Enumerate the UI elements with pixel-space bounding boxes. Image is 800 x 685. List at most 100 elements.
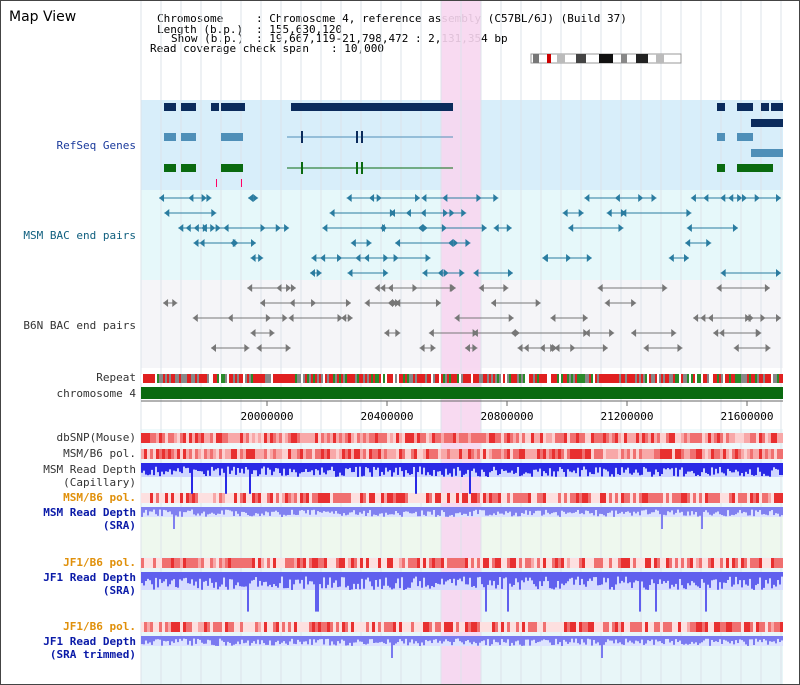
depth-bar — [177, 507, 179, 517]
heatmap-cell — [579, 493, 582, 503]
repeat-segment — [335, 374, 337, 383]
heatmap-cell — [768, 558, 771, 568]
depth-bar — [781, 636, 783, 641]
heatmap-cell — [270, 493, 273, 503]
repeat-segment — [173, 374, 175, 383]
depth-bar — [431, 572, 433, 587]
depth-bar — [691, 507, 693, 512]
heatmap-cell — [681, 449, 684, 459]
repeat-segment — [509, 374, 511, 383]
heatmap-cell — [195, 558, 198, 568]
depth-bar — [321, 572, 323, 589]
heatmap-cell — [264, 622, 267, 632]
depth-bar — [429, 507, 431, 512]
depth-bar — [211, 572, 213, 583]
repeat-segment — [381, 374, 383, 383]
heatmap-cell — [348, 449, 351, 459]
bac-end-right — [443, 209, 449, 217]
axis-tick-label: 20400000 — [361, 410, 414, 423]
heatmap-cell — [420, 558, 423, 568]
depth-bar — [171, 463, 173, 475]
depth-bar — [163, 572, 165, 582]
depth-bar — [313, 463, 315, 476]
bac-end-right — [662, 284, 668, 292]
bac-end-right — [671, 329, 677, 337]
track-label-msm-bac[interactable]: MSM BAC end pairs — [23, 229, 136, 242]
heatmap-cell — [168, 558, 171, 568]
heatmap-cell — [750, 493, 753, 503]
depth-bar — [301, 463, 303, 473]
depth-bar — [327, 463, 329, 471]
repeat-segment — [505, 374, 507, 383]
heatmap-cell — [675, 493, 678, 503]
heatmap-cell — [417, 493, 420, 503]
heatmap-cell — [627, 622, 630, 632]
depth-bar — [491, 463, 493, 472]
depth-bar — [281, 636, 283, 643]
heatmap-cell — [456, 449, 459, 459]
depth-bar — [155, 636, 157, 640]
track-label-refseq[interactable]: RefSeq Genes — [56, 139, 136, 152]
depth-bar — [417, 636, 419, 644]
depth-bar — [525, 636, 527, 640]
bac-end-right — [395, 299, 401, 307]
heatmap-cell — [285, 449, 288, 459]
depth-bar — [777, 463, 779, 470]
depth-bar — [407, 636, 409, 646]
repeat-segment — [211, 374, 213, 383]
heatmap-cell — [549, 622, 552, 632]
depth-bar — [571, 507, 573, 514]
depth-bar — [145, 636, 147, 641]
heatmap-cell — [318, 558, 321, 568]
heatmap-cell — [357, 493, 360, 503]
repeat-segment — [213, 374, 215, 383]
heatmap-cell — [657, 493, 660, 503]
bac-end-left — [289, 299, 295, 307]
depth-bar — [505, 507, 507, 512]
heatmap-cell — [489, 493, 492, 503]
depth-bar — [457, 572, 459, 580]
heatmap-cell — [147, 433, 150, 443]
repeat-segment — [421, 374, 423, 383]
depth-bar — [735, 572, 737, 577]
bac-end-left — [716, 284, 722, 292]
bac-end-right — [776, 314, 781, 322]
repeat-segment — [723, 374, 725, 383]
bac-end-left — [419, 344, 425, 352]
heatmap-cell — [345, 493, 348, 503]
repeat-segment — [375, 374, 377, 383]
depth-bar — [449, 636, 451, 642]
depth-bar — [563, 572, 565, 586]
depth-bar — [667, 463, 669, 469]
depth-bar — [163, 636, 165, 641]
heatmap-cell — [498, 622, 501, 632]
depth-bar — [545, 463, 547, 474]
heatmap-cell — [633, 558, 636, 568]
heatmap-cell — [744, 558, 747, 568]
heatmap-cell — [651, 558, 654, 568]
heatmap-cell — [354, 493, 357, 503]
heatmap-cell — [252, 493, 255, 503]
track-label-b6n-bac[interactable]: B6N BAC end pairs — [23, 319, 136, 332]
repeat-segment — [403, 374, 405, 383]
bac-end-left — [442, 194, 448, 202]
depth-bar — [361, 636, 363, 642]
depth-bar — [771, 463, 773, 471]
heatmap-cell — [600, 449, 603, 459]
heatmap-cell — [408, 622, 411, 632]
repeat-segment — [489, 374, 491, 383]
bac-end-left — [250, 329, 256, 337]
depth-bar — [657, 572, 659, 585]
heatmap-cell — [642, 493, 645, 503]
depth-bar — [359, 463, 361, 467]
depth-bar — [515, 463, 517, 473]
depth-bar — [541, 463, 543, 477]
heatmap-cell — [510, 622, 513, 632]
depth-bar — [721, 636, 723, 644]
depth-bar — [695, 463, 697, 476]
depth-bar — [175, 463, 177, 472]
depth-bar — [649, 572, 651, 585]
heatmap-cell — [525, 558, 528, 568]
depth-bar — [287, 572, 289, 589]
